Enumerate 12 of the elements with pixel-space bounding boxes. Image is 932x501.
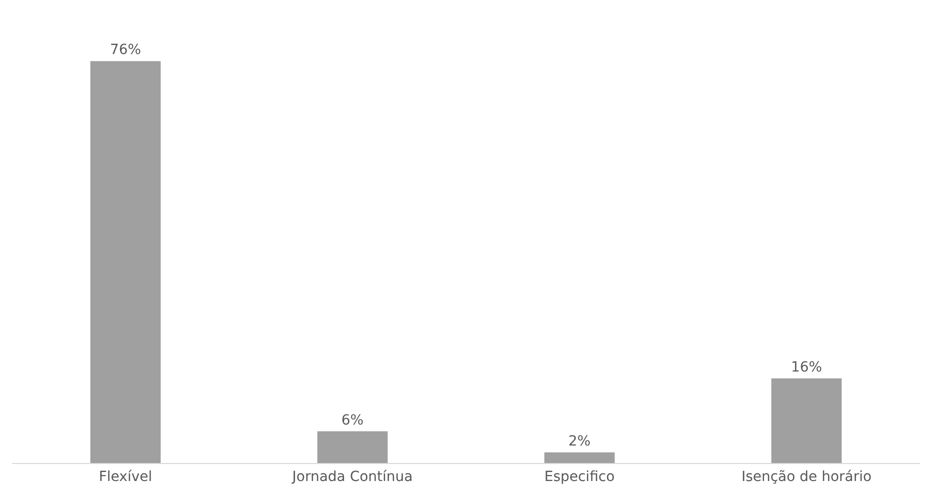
data-label: 76% [110, 42, 142, 58]
bar [544, 452, 615, 463]
bar [90, 61, 161, 463]
x-tick-label: Flexível [98, 468, 152, 485]
x-tick-label: Isenção de horário [741, 468, 872, 485]
bar [771, 378, 842, 463]
data-label: 6% [341, 412, 364, 428]
data-label: 16% [790, 359, 822, 376]
x-tick-label: Jornada Contínua [291, 468, 413, 485]
data-label: 2% [568, 433, 591, 450]
bar [317, 431, 388, 463]
x-tick-label: Especifico [544, 468, 615, 485]
